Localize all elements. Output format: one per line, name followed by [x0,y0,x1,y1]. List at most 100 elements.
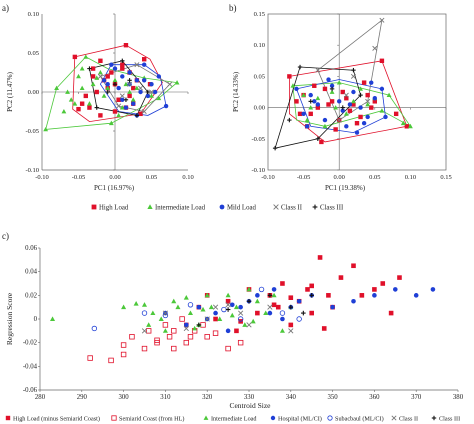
data-point [400,120,406,126]
data-point [271,292,277,298]
data-point [130,97,136,102]
data-point [133,300,139,306]
square-open-marker [166,334,173,340]
circle-marker [213,310,218,316]
triangle-marker [187,310,194,316]
square-marker [358,114,363,120]
triangle-marker [386,92,392,97]
square-marker [351,263,356,269]
data-point [430,287,436,292]
triangle-marker [83,54,89,59]
data-point [121,304,127,310]
circle-marker [413,293,419,298]
series-mild-load [294,77,388,135]
circle-marker [163,103,169,109]
legend-ab: High Load Intermediate Load Mild Load Class… [91,204,344,212]
square-marker [90,66,96,71]
square-marker [305,287,310,292]
x-marker-stroke [238,310,244,316]
data-point [213,310,218,316]
y-tick-label: -0.06 [23,387,38,394]
data-point [145,93,151,99]
triangle-marker [365,101,371,107]
x-tick-label: 0.10 [405,174,416,181]
x-tick-label: -0.05 [72,174,86,181]
data-point [204,316,210,322]
triangle-marker [183,295,189,300]
square-marker [112,109,118,114]
data-point [288,295,294,300]
data-point [326,77,331,82]
data-point [183,339,189,346]
data-point [156,74,161,79]
x-marker-stroke [372,45,378,51]
data-point [322,117,328,123]
series-class-iii [87,58,151,118]
legend-marker [203,415,209,420]
triangle-marker [263,310,269,316]
data-point [315,136,321,141]
y-tick-label: 0.10 [254,42,265,49]
data-point [305,287,310,292]
data-point [347,108,353,113]
legend-label: High Load (minus Semiarid Coast) [13,416,100,423]
square-marker [329,99,335,104]
data-point [343,111,349,116]
x-tick-label: -0.10 [261,174,275,181]
data-point [150,310,156,316]
x-tick-label: 0.00 [109,174,120,181]
data-point [372,287,377,292]
circle-open-marker [258,286,265,293]
data-point [87,66,92,71]
square-marker [308,111,313,117]
data-point [309,283,314,289]
triangle-marker [79,85,85,90]
data-point [343,92,349,98]
data-point [413,293,419,298]
y-tick-label: 0.00 [28,89,39,96]
x-marker-stroke [162,310,169,316]
triangle-marker [61,108,67,114]
square-open-marker [212,330,219,336]
square-marker [131,85,136,91]
circle-marker [131,101,136,106]
triangle-marker [225,292,231,298]
data-point [225,298,231,304]
square-open-marker [179,316,185,322]
circle-open-marker [221,306,227,313]
data-point [120,62,125,67]
square-marker [87,105,92,110]
triangle-marker [121,304,127,310]
hull-class-iii [89,60,149,116]
data-point [294,99,299,104]
square-marker [109,70,114,75]
triangle-marker [279,328,285,333]
data-point [43,126,49,132]
square-marker [347,108,353,113]
data-point [288,304,294,310]
data-point [379,58,385,63]
triangle-marker [149,93,154,98]
data-point [112,109,118,114]
square-marker [312,83,317,88]
data-point [271,302,277,308]
data-point [361,80,367,85]
legend-item: Class III [312,205,344,212]
data-point [116,103,122,109]
circle-marker [120,74,125,79]
data-point [267,293,273,298]
data-point [225,302,231,308]
circle-marker [351,89,356,95]
data-point [301,92,307,97]
square-open-marker [187,334,194,340]
x-marker-stroke [267,304,273,310]
x-marker-stroke [138,85,144,91]
x-marker-stroke [365,98,371,104]
triangle-marker [304,117,310,122]
data-point [225,292,231,298]
data-point [290,83,296,88]
square-marker [344,96,349,101]
data-point [83,54,89,59]
square-open-marker [171,345,177,352]
